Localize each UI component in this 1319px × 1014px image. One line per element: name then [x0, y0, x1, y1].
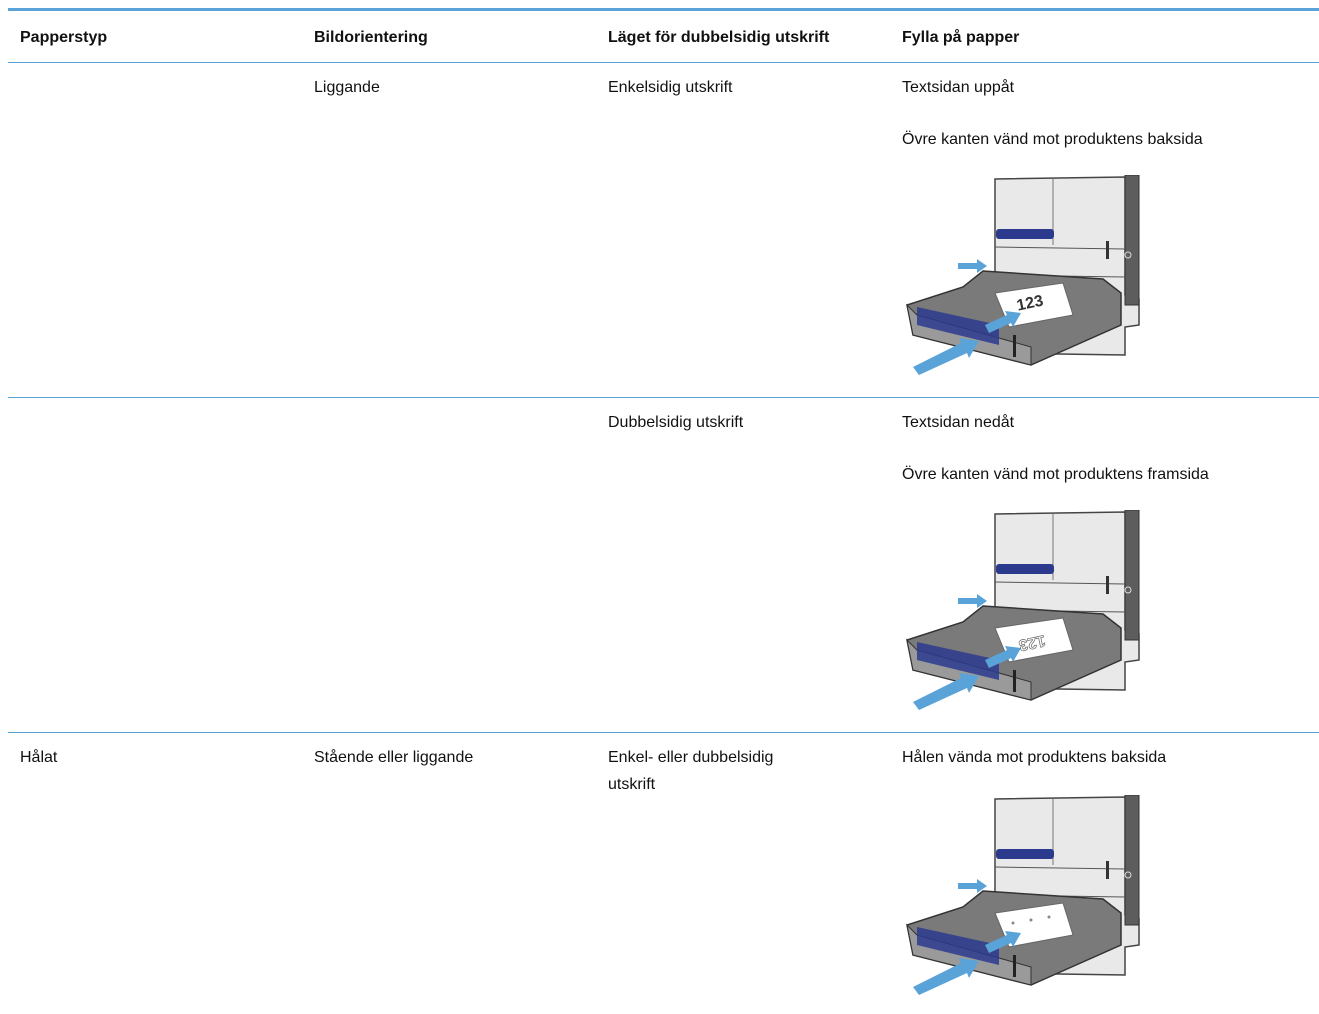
top-rule — [8, 8, 1319, 11]
row-rule — [8, 62, 1319, 63]
cell: Enkelsidig utskrift — [608, 79, 733, 96]
cell: Övre kanten vänd mot produktens framsida — [902, 466, 1209, 483]
cell: Stående eller liggande — [314, 749, 474, 766]
cell: Liggande — [314, 79, 380, 96]
cell: Hålen vända mot produktens baksida — [902, 749, 1167, 766]
cell: Hålat — [20, 749, 58, 766]
tray-illustration — [906, 795, 1140, 995]
tray-illustration: 123 — [906, 175, 1140, 375]
cell: Övre kanten vänd mot produktens baksida — [902, 131, 1203, 148]
cell: Textsidan nedåt — [902, 414, 1015, 431]
header-cell: Läget för dubbelsidig utskrift — [608, 29, 830, 46]
paper-text: 123 — [1017, 631, 1047, 653]
paper-text: 123 — [1015, 292, 1045, 314]
header-cell: Bildorientering — [314, 29, 428, 46]
tray-illustration: 123 — [906, 510, 1140, 710]
cell: Enkel- eller dubbelsidig utskrift — [608, 749, 774, 793]
header-cell: Papperstyp — [20, 29, 108, 46]
header-cell: Fylla på papper — [902, 29, 1020, 46]
cell: Textsidan uppåt — [902, 79, 1015, 96]
row-rule — [8, 397, 1319, 398]
cell: Dubbelsidig utskrift — [608, 414, 744, 431]
row-rule — [8, 732, 1319, 733]
